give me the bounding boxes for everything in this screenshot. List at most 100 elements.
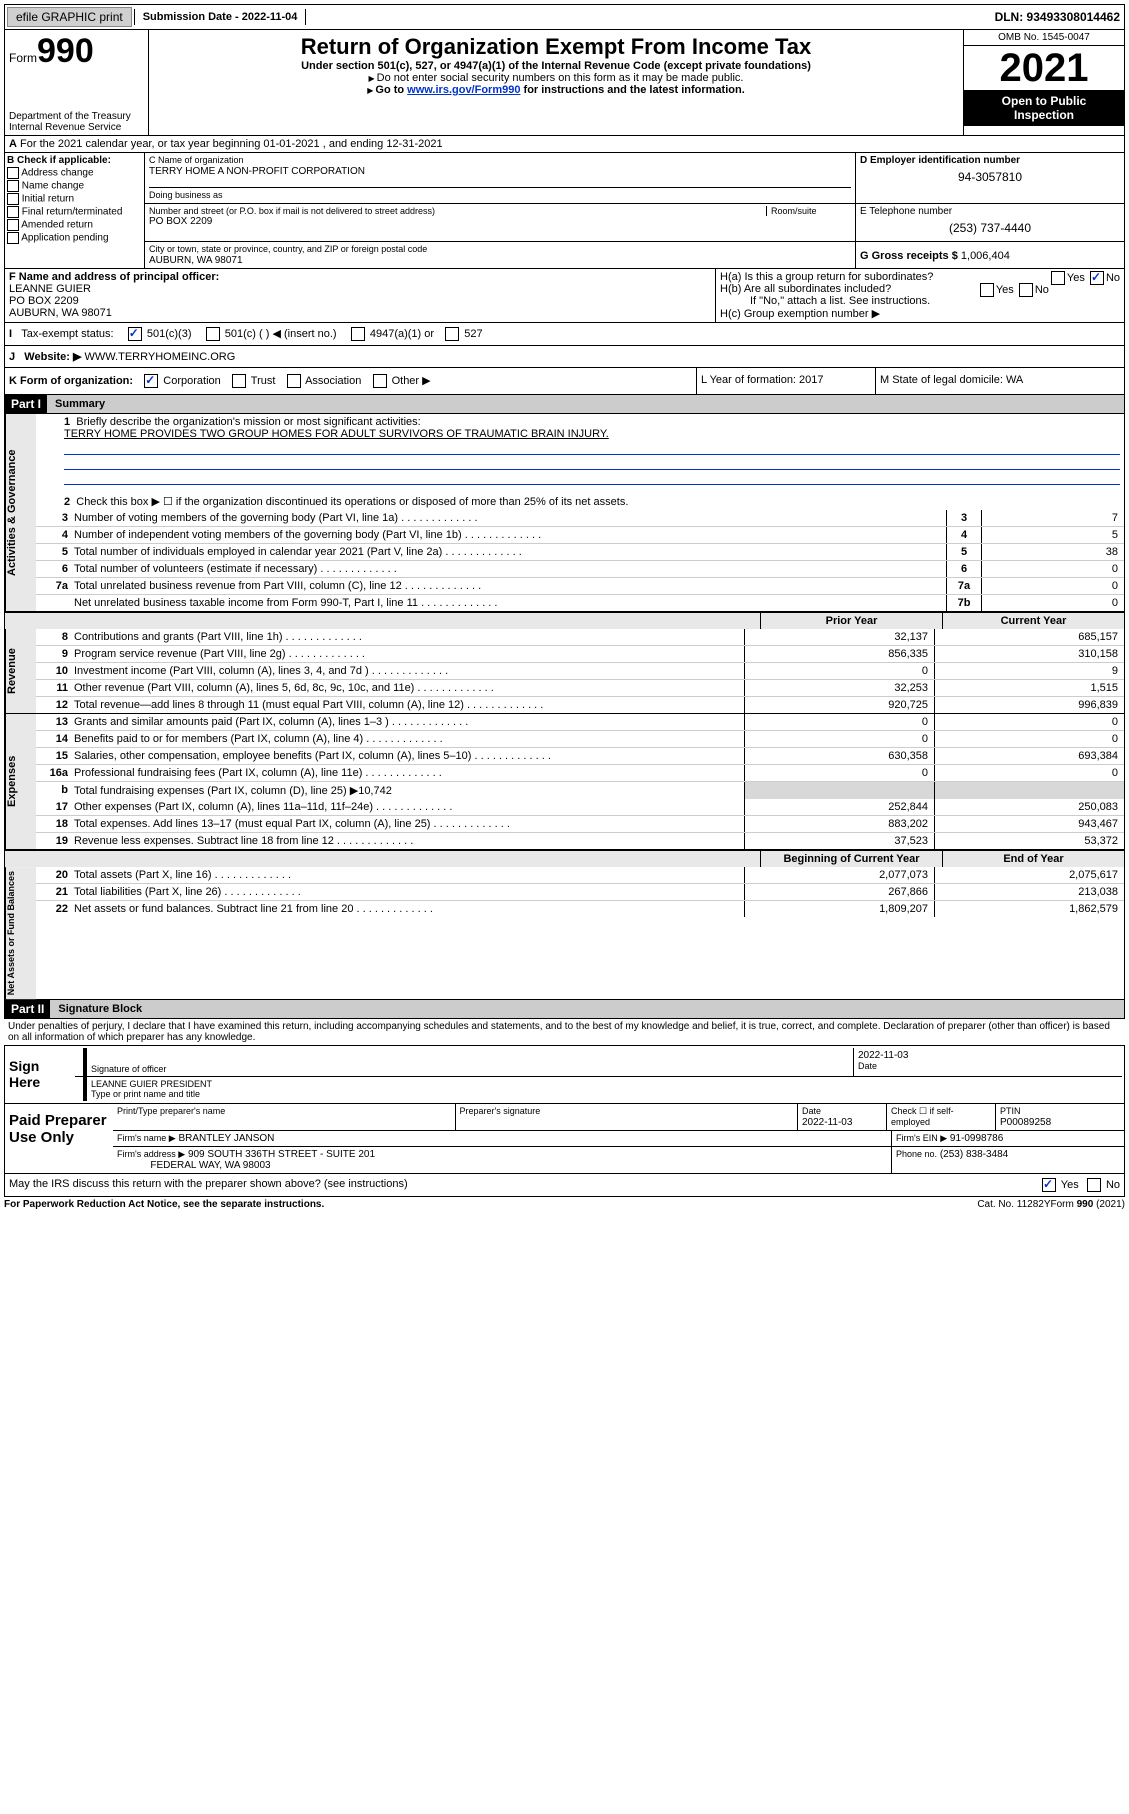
form-title: Return of Organization Exempt From Incom…	[153, 34, 959, 60]
omb-number: OMB No. 1545-0047	[964, 30, 1124, 46]
goto-pre: Go to	[375, 84, 407, 96]
current-value: 693,384	[934, 748, 1124, 764]
chk-hb-yes[interactable]	[980, 283, 994, 297]
b-check-label: B Check if applicable:	[7, 155, 142, 166]
sidebar-activities: Activities & Governance	[5, 414, 36, 611]
prior-value: 0	[744, 765, 934, 781]
chk-501c[interactable]	[206, 327, 220, 341]
prior-value: 0	[744, 731, 934, 747]
line-value: 0	[981, 561, 1124, 577]
chk-ha-yes[interactable]	[1051, 271, 1065, 285]
firm-name: BRANTLEY JANSON	[178, 1133, 274, 1144]
k-form-label: K Form of organization:	[9, 375, 133, 387]
chk-final-return[interactable]	[7, 206, 19, 218]
chk-trust[interactable]	[232, 374, 246, 388]
ha-label: H(a) Is this a group return for subordin…	[720, 271, 933, 283]
lbl-yes-2: Yes	[996, 284, 1014, 296]
ein-value: 94-3057810	[860, 166, 1120, 188]
l1-mission-label: Briefly describe the organization's miss…	[76, 416, 420, 428]
current-value: 250,083	[934, 799, 1124, 815]
prior-value: 630,358	[744, 748, 934, 764]
prep-name-label: Print/Type preparer's name	[117, 1106, 225, 1116]
chk-address-change[interactable]	[7, 167, 19, 179]
current-value: 2,075,617	[934, 867, 1124, 883]
efile-print-button[interactable]: efile GRAPHIC print	[7, 7, 132, 27]
prep-date: 2022-11-03	[802, 1117, 852, 1128]
col-end-year: End of Year	[942, 851, 1124, 867]
ptin-label: PTIN	[1000, 1106, 1021, 1116]
line-box: 5	[946, 544, 981, 560]
grey-cell	[744, 782, 934, 799]
current-value: 996,839	[934, 697, 1124, 713]
officer-addr: PO BOX 2209	[9, 295, 79, 307]
mission-line	[64, 455, 1120, 470]
firm-name-label: Firm's name ▶	[117, 1133, 176, 1143]
chk-amended[interactable]	[7, 219, 19, 231]
line-num: 19	[36, 833, 72, 849]
paid-preparer-label: Paid Preparer Use Only	[5, 1104, 113, 1173]
opt-527: 527	[464, 328, 482, 340]
part-1-header: Part I	[5, 395, 47, 413]
irs-link[interactable]: www.irs.gov/Form990	[407, 84, 520, 96]
line-num: 22	[36, 901, 72, 917]
chk-initial-return[interactable]	[7, 193, 19, 205]
firm-addr-label: Firm's address ▶	[117, 1149, 185, 1159]
current-value: 9	[934, 663, 1124, 679]
form-subtitle-2: Do not enter social security numbers on …	[153, 72, 959, 84]
opt-501c3: 501(c)(3)	[147, 328, 192, 340]
chk-501c3[interactable]	[128, 327, 142, 341]
firm-ein-label: Firm's EIN ▶	[896, 1133, 947, 1143]
chk-hb-no[interactable]	[1019, 283, 1033, 297]
line-box: 6	[946, 561, 981, 577]
chk-corp[interactable]	[144, 374, 158, 388]
chk-4947[interactable]	[351, 327, 365, 341]
perjury-declaration: Under penalties of perjury, I declare th…	[4, 1019, 1125, 1045]
chk-app-pending[interactable]	[7, 232, 19, 244]
prior-value: 0	[744, 663, 934, 679]
dln-label: DLN: 93493308014462	[995, 10, 1120, 24]
line-box: 7a	[946, 578, 981, 594]
current-value: 685,157	[934, 629, 1124, 645]
line-num: 11	[36, 680, 72, 696]
top-toolbar: efile GRAPHIC print Submission Date - 20…	[4, 4, 1125, 30]
paperwork-notice: For Paperwork Reduction Act Notice, see …	[4, 1199, 777, 1210]
line-desc: Number of independent voting members of …	[72, 527, 946, 543]
prep-sig-label: Preparer's signature	[460, 1106, 541, 1116]
dept-treasury: Department of the Treasury	[9, 111, 144, 122]
line-num: 20	[36, 867, 72, 883]
section-b-to-g: B Check if applicable: Address change Na…	[4, 153, 1125, 269]
chk-irs-yes[interactable]	[1042, 1178, 1056, 1192]
chk-ha-no[interactable]	[1090, 271, 1104, 285]
current-value: 310,158	[934, 646, 1124, 662]
current-value: 0	[934, 765, 1124, 781]
opt-other: Other ▶	[392, 375, 431, 387]
line-desc: Revenue less expenses. Subtract line 18 …	[72, 833, 744, 849]
tax-year: 2021	[964, 46, 1124, 90]
chk-assoc[interactable]	[287, 374, 301, 388]
chk-irs-no[interactable]	[1087, 1178, 1101, 1192]
lbl-no: No	[1106, 272, 1120, 284]
officer-name: LEANNE GUIER	[9, 283, 91, 295]
lbl-app-pending: Application pending	[21, 233, 108, 244]
opt-corp: Corporation	[163, 375, 220, 387]
part-2-header: Part II	[5, 1000, 50, 1018]
may-irs-discuss: May the IRS discuss this return with the…	[9, 1178, 408, 1192]
form-subtitle-1: Under section 501(c), 527, or 4947(a)(1)…	[153, 60, 959, 72]
line-num: 6	[36, 561, 72, 577]
line-desc: Total number of individuals employed in …	[72, 544, 946, 560]
chk-name-change[interactable]	[7, 180, 19, 192]
row-k-org-form: K Form of organization: Corporation Trus…	[4, 368, 1125, 395]
org-city: AUBURN, WA 98071	[149, 255, 243, 266]
lbl-amended: Amended return	[21, 220, 93, 231]
chk-other[interactable]	[373, 374, 387, 388]
line-num: 14	[36, 731, 72, 747]
firm-phone-label: Phone no.	[896, 1149, 937, 1159]
form-number: 990	[37, 32, 94, 70]
goto-post: for instructions and the latest informat…	[520, 84, 744, 96]
chk-527[interactable]	[445, 327, 459, 341]
line-desc: Salaries, other compensation, employee b…	[72, 748, 744, 764]
f-officer-label: F Name and address of principal officer:	[9, 271, 219, 283]
firm-addr1: 909 SOUTH 336TH STREET - SUITE 201	[188, 1149, 375, 1160]
prep-self-employed: Check ☐ if self-employed	[891, 1106, 954, 1127]
opt-4947: 4947(a)(1) or	[370, 328, 434, 340]
